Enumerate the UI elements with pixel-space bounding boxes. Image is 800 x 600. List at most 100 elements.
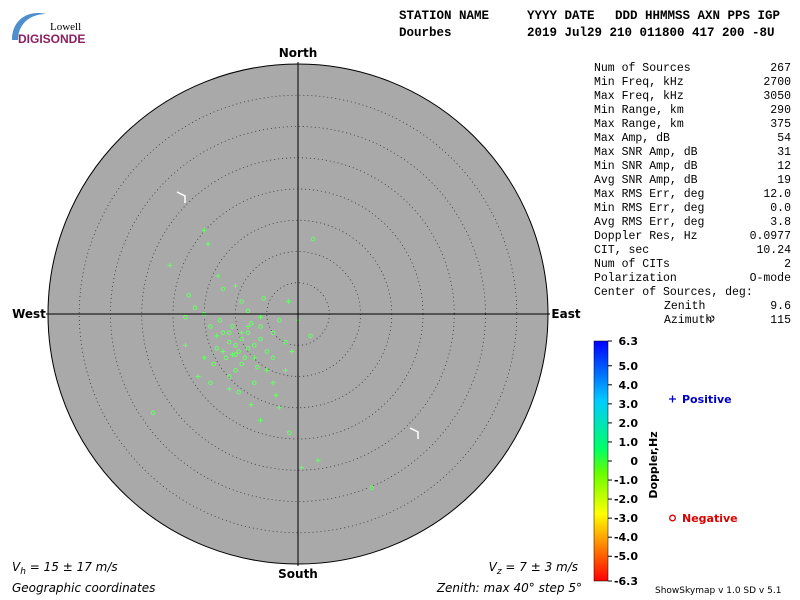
source-circle [258, 324, 263, 329]
stat-label: Min Range, km [594, 104, 684, 117]
source-circle [220, 330, 226, 336]
stat-label: Avg SNR Amp, dB [594, 174, 698, 187]
source-plus [258, 417, 263, 423]
source-circle [310, 236, 316, 242]
vz-text: Vz = 7 ± 3 m/s [489, 560, 578, 577]
stat-value: 2700 [763, 76, 791, 89]
vz-sub: z [496, 567, 502, 577]
colorbar-tick-label: -1.0 [614, 474, 638, 487]
source-plus [264, 367, 270, 373]
source-circle [270, 355, 276, 361]
colorbar-tick-label: 1.0 [619, 436, 639, 449]
source-plus [201, 355, 207, 361]
stat-value: O-mode [750, 272, 792, 285]
stat-label: Max Amp, dB [594, 132, 670, 145]
stat-value: 267 [770, 62, 791, 75]
west-label: West [12, 307, 46, 321]
source-plus [248, 402, 254, 408]
source-circle [248, 321, 254, 326]
center-title: Center of Sources, deg: [594, 286, 753, 299]
source-plus [233, 283, 238, 289]
stat-value: 3050 [763, 90, 791, 103]
stat-value: 375 [770, 118, 791, 131]
source-plus [239, 330, 245, 336]
source-circle [150, 410, 156, 416]
source-circle [214, 346, 220, 351]
header-value: Dourbes [399, 26, 452, 40]
stat-label: Polarization [594, 272, 677, 285]
vz-symbol: V [489, 560, 498, 574]
source-plus [183, 342, 188, 348]
stat-label: Min SNR Amp, dB [594, 160, 698, 173]
colorbar-tick-label: 5.0 [619, 360, 639, 373]
stat-label: Num of Sources [594, 62, 691, 75]
stat-label: Max RMS Err, deg [594, 188, 704, 201]
source-circle [233, 352, 238, 357]
stat-value: 19 [777, 174, 791, 187]
south-label: South [278, 567, 318, 581]
vh-symbol: V [12, 560, 21, 574]
source-plus [258, 314, 263, 320]
source-circle [245, 346, 251, 351]
source-plus [220, 349, 226, 354]
stat-label: Avg RMS Err, deg [594, 216, 704, 229]
logo-top: Lowell [50, 21, 81, 33]
header-value: 2019 Jul29 210 011800 417 200 -8U [527, 26, 775, 40]
source-circle [208, 324, 213, 329]
header-label: YYYY DATE [527, 9, 595, 23]
source-circle [258, 336, 263, 342]
zenith-text: Zenith: max 40° step 5° [436, 581, 582, 595]
azimuth-icon [707, 315, 715, 322]
source-circle [239, 299, 245, 304]
source-plus [283, 367, 288, 373]
colorbar-label: Doppler,Hz [647, 431, 660, 498]
source-circle [230, 324, 235, 329]
source-plus [226, 386, 232, 392]
colorbar-tick-label: 6.3 [619, 335, 639, 348]
source-circle [236, 389, 241, 395]
center-value: 115 [770, 314, 791, 327]
source-circle [245, 330, 251, 336]
colorbar-tick-label: 2.0 [619, 417, 639, 430]
source-plus [276, 405, 282, 411]
stat-label: Min Freq, kHz [594, 76, 684, 89]
stat-value: 12 [777, 160, 791, 173]
stat-value: 0.0977 [750, 230, 791, 243]
source-circle [233, 342, 238, 348]
marker-glyph [176, 191, 186, 203]
north-label: North [279, 46, 317, 60]
stat-value: 54 [777, 132, 791, 145]
source-circle [217, 317, 223, 323]
stat-value: 10.24 [756, 244, 791, 257]
source-plus [201, 227, 207, 233]
stat-value: 12.0 [763, 188, 791, 201]
source-circle [239, 336, 245, 342]
legend-label: Negative [682, 512, 738, 525]
legend-symbol [669, 514, 676, 522]
source-plus [167, 262, 173, 268]
source-circle [223, 355, 229, 361]
source-circle [226, 374, 232, 379]
stat-label: CIT, sec [594, 244, 649, 257]
source-plus [273, 392, 279, 398]
source-circle [236, 349, 241, 354]
source-circle [226, 339, 232, 345]
legend-label: Positive [682, 393, 732, 406]
source-circle [220, 286, 226, 292]
stat-label: Doppler Res, Hz [594, 230, 698, 243]
stat-value: 31 [777, 146, 791, 159]
source-plus [215, 273, 221, 279]
colorbar [593, 340, 609, 582]
vh-text: Vh = 15 ± 17 m/s [12, 560, 118, 577]
source-plus [315, 457, 321, 463]
source-circle [276, 317, 282, 323]
source-plus [299, 465, 305, 471]
source-circle [233, 367, 238, 373]
source-circle [211, 361, 216, 367]
vh-value: = 15 ± 17 m/s [26, 560, 118, 574]
stat-value: 3.8 [770, 216, 791, 229]
center-value: 9.6 [770, 300, 791, 313]
center-label: Zenith [664, 300, 705, 313]
stat-label: Num of CITs [594, 258, 670, 271]
